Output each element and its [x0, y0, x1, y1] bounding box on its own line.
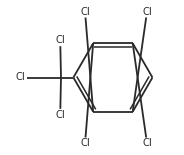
Text: Cl: Cl	[55, 110, 65, 120]
Text: Cl: Cl	[55, 35, 65, 45]
Text: Cl: Cl	[16, 73, 26, 82]
Text: Cl: Cl	[80, 7, 90, 17]
Text: Cl: Cl	[142, 138, 152, 148]
Text: Cl: Cl	[142, 7, 152, 17]
Text: Cl: Cl	[80, 138, 90, 148]
